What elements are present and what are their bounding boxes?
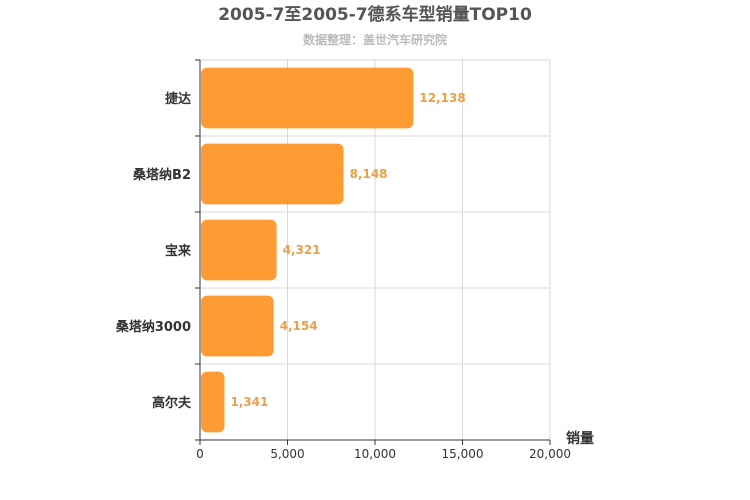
bar [201, 67, 414, 129]
x-tick-label: 15,000 [442, 447, 484, 461]
labels: 0 5,000 10,000 15,000 20,000 捷达 12,138 桑塔纳B2 8,1… [115, 91, 571, 461]
category-label: 桑塔纳3000 [115, 319, 191, 335]
category-label: 宝来 [165, 243, 192, 259]
chart-subtitle: 数据整理：盖世汽车研究院 [303, 32, 447, 47]
data-label: 1,341 [230, 395, 268, 409]
bar [201, 371, 225, 433]
bar [201, 219, 277, 281]
x-tick-label: 20,000 [529, 447, 571, 461]
data-label: 4,154 [280, 319, 318, 333]
category-label: 桑塔纳B2 [132, 167, 191, 183]
data-label: 8,148 [350, 167, 388, 181]
category-label: 高尔夫 [152, 395, 192, 411]
axes [195, 59, 551, 445]
x-tick-label: 0 [196, 447, 204, 461]
chart-title: 2005-7至2005-7德系车型销量TOP10 [218, 4, 532, 25]
bar [201, 295, 274, 357]
x-tick-label: 5,000 [270, 447, 304, 461]
data-label: 12,138 [419, 91, 465, 105]
bars [201, 67, 414, 433]
x-axis-title: 销量 [566, 430, 594, 447]
category-label: 捷达 [165, 91, 191, 107]
x-tick-label: 10,000 [354, 447, 396, 461]
bar [201, 143, 344, 205]
data-label: 4,321 [283, 243, 321, 257]
